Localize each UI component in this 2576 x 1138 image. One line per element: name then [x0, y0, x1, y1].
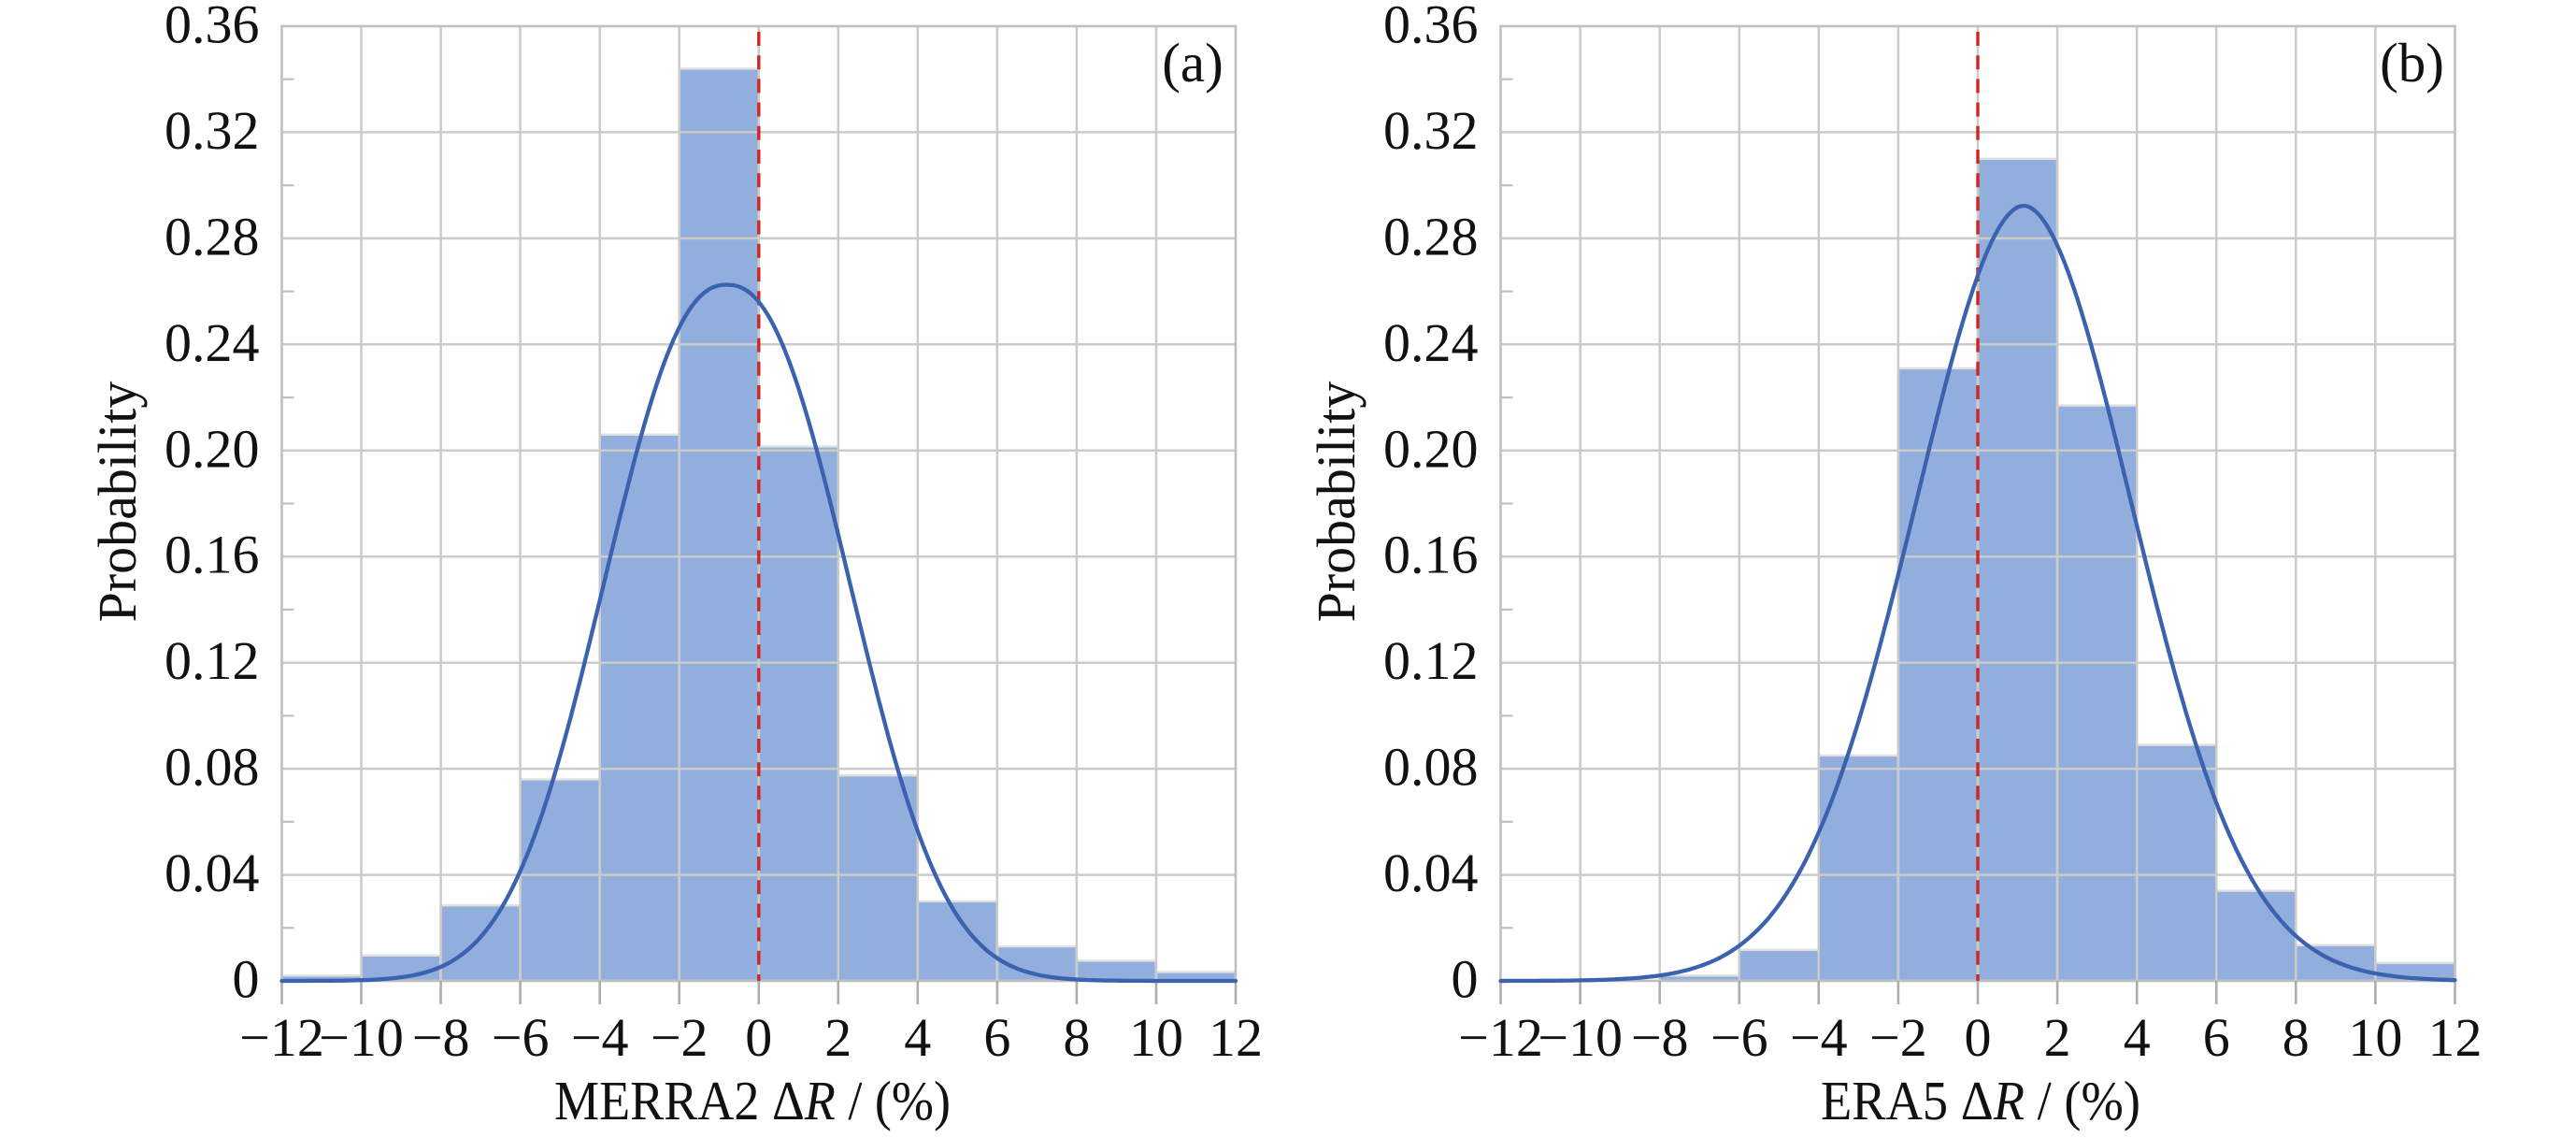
svg-text:ERA5 ΔR / (%): ERA5 ΔR / (%): [1821, 1070, 2140, 1131]
svg-text:0.20: 0.20: [1383, 418, 1479, 479]
svg-text:−6: −6: [1710, 1007, 1768, 1068]
svg-text:MERRA2 ΔR / (%): MERRA2 ΔR / (%): [554, 1070, 951, 1131]
svg-text:12: 12: [2428, 1007, 2483, 1068]
svg-text:−8: −8: [1631, 1007, 1689, 1068]
svg-text:8: 8: [1063, 1007, 1090, 1068]
svg-text:0.08: 0.08: [165, 737, 260, 798]
svg-text:(a): (a): [1162, 32, 1223, 94]
svg-text:−2: −2: [1869, 1007, 1927, 1068]
svg-text:0.28: 0.28: [165, 206, 260, 266]
svg-text:−4: −4: [1790, 1007, 1848, 1068]
svg-text:(b): (b): [2380, 32, 2444, 94]
svg-text:0.32: 0.32: [165, 100, 260, 161]
svg-text:−8: −8: [412, 1007, 470, 1068]
svg-text:6: 6: [2203, 1007, 2230, 1068]
svg-text:0.20: 0.20: [165, 418, 260, 479]
svg-text:0: 0: [1452, 949, 1479, 1010]
svg-text:0: 0: [233, 949, 260, 1010]
svg-text:−10: −10: [1538, 1007, 1623, 1068]
svg-text:4: 4: [2124, 1007, 2151, 1068]
svg-text:0.12: 0.12: [1383, 630, 1479, 691]
svg-text:0.24: 0.24: [1383, 312, 1479, 373]
svg-text:6: 6: [983, 1007, 1010, 1068]
svg-text:0.12: 0.12: [165, 630, 260, 691]
svg-text:0.24: 0.24: [165, 312, 260, 373]
svg-text:0.04: 0.04: [165, 843, 260, 903]
svg-text:−10: −10: [319, 1007, 404, 1068]
svg-text:2: 2: [2044, 1007, 2071, 1068]
svg-text:0: 0: [745, 1007, 772, 1068]
svg-text:12: 12: [1209, 1007, 1263, 1068]
svg-text:8: 8: [2283, 1007, 2310, 1068]
svg-text:0.08: 0.08: [1383, 737, 1479, 798]
svg-text:4: 4: [904, 1007, 931, 1068]
svg-text:0.16: 0.16: [1383, 525, 1479, 585]
svg-text:2: 2: [824, 1007, 852, 1068]
svg-text:10: 10: [2348, 1007, 2402, 1068]
svg-text:−2: −2: [651, 1007, 708, 1068]
svg-text:−6: −6: [492, 1007, 550, 1068]
svg-text:0.32: 0.32: [1383, 100, 1479, 161]
svg-text:−4: −4: [571, 1007, 629, 1068]
svg-text:0.36: 0.36: [1383, 0, 1479, 55]
svg-text:0: 0: [1965, 1007, 1992, 1068]
svg-text:0.04: 0.04: [1383, 843, 1479, 903]
svg-text:0.28: 0.28: [1383, 206, 1479, 266]
svg-text:Probability: Probability: [87, 382, 148, 623]
svg-text:10: 10: [1129, 1007, 1183, 1068]
svg-text:0.36: 0.36: [165, 0, 260, 55]
svg-text:Probability: Probability: [1306, 382, 1367, 623]
svg-text:−12: −12: [1458, 1007, 1543, 1068]
svg-text:−12: −12: [239, 1007, 324, 1068]
svg-text:0.16: 0.16: [165, 525, 260, 585]
